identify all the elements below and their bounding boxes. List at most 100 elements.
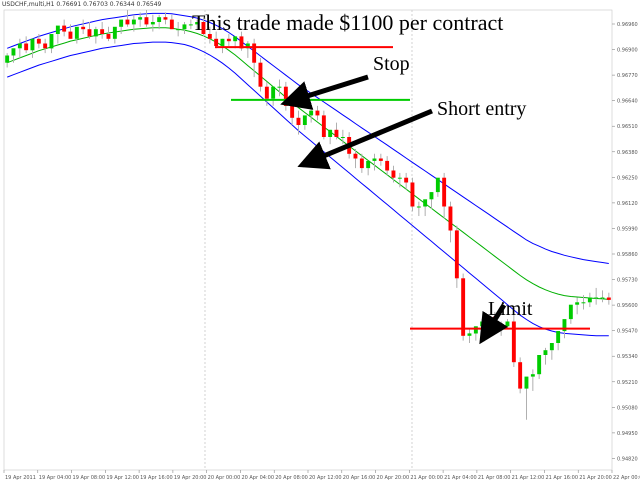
candle-body <box>169 19 174 30</box>
price-tick-label: 0.95210 <box>617 380 638 386</box>
time-tick-label: 22 Apr 00:00 <box>613 475 640 481</box>
price-tick-label: 0.95990 <box>617 226 638 232</box>
price-tick-label: 0.95470 <box>617 329 638 335</box>
candle-body <box>530 374 535 377</box>
candle-body <box>473 326 478 334</box>
candle-body <box>480 321 485 327</box>
candle-body <box>195 22 200 25</box>
time-tick-label: 20 Apr 20:00 <box>377 475 410 481</box>
candle-body <box>245 43 250 49</box>
short-entry-arrow <box>297 108 433 170</box>
candle-body <box>334 129 339 137</box>
chart-title: This trade made $1100 per contract <box>192 10 503 35</box>
candle-body <box>252 43 257 63</box>
price-tick-label: 0.95340 <box>617 354 638 360</box>
price-tick-label: 0.96770 <box>617 73 638 79</box>
candle-body <box>93 29 98 37</box>
price-tick-label: 0.96250 <box>617 175 638 181</box>
candle-body <box>416 206 421 208</box>
candle-body <box>112 26 117 39</box>
candle-body <box>271 86 276 99</box>
candle-body <box>397 177 402 179</box>
candle-body <box>62 25 67 32</box>
stop-arrow <box>280 74 369 110</box>
candle-body <box>55 25 60 34</box>
candle-body <box>600 297 605 299</box>
time-tick-label: 21 Apr 16:00 <box>545 475 578 481</box>
candle-body <box>182 24 187 30</box>
limit-arrow <box>479 303 509 345</box>
price-tick-label: 0.95080 <box>617 405 638 411</box>
time-tick-label: 19 Apr 20:00 <box>174 475 207 481</box>
limit-annotation: Limit <box>488 298 533 320</box>
time-tick-label: 19 Apr 04:00 <box>39 475 72 481</box>
candle-body <box>328 129 333 137</box>
time-tick-label: 20 Apr 08:00 <box>275 475 308 481</box>
candle-body <box>442 177 447 207</box>
candle-body <box>353 153 358 159</box>
price-tick-label: 0.94820 <box>617 456 638 462</box>
candle-body <box>119 19 124 27</box>
price-tick-label: 0.96120 <box>617 201 638 207</box>
candle-body <box>378 158 383 161</box>
candle-body <box>150 22 155 25</box>
candle-body <box>594 297 599 299</box>
candle-body <box>290 105 295 118</box>
candle-body <box>524 376 529 389</box>
price-tick-label: 0.96640 <box>617 99 638 105</box>
candle-body <box>505 321 510 327</box>
symbol-info: USDCHF,multi,H1 0.76691 0.76703 0.76344 … <box>2 1 162 8</box>
price-tick-label: 0.95600 <box>617 303 638 309</box>
candle-body <box>49 34 54 49</box>
candle-body <box>581 302 586 304</box>
time-tick-label: 20 Apr 00:00 <box>208 475 241 481</box>
candle-body <box>309 110 314 116</box>
candle-body <box>404 177 409 183</box>
candle-body <box>188 24 193 26</box>
candle-body <box>549 343 554 351</box>
candle-body <box>372 158 377 161</box>
short-entry-annotation: Short entry <box>437 98 526 120</box>
candle-body <box>467 333 472 336</box>
candle-body <box>429 192 434 200</box>
candle-body <box>74 26 79 39</box>
candle-body <box>556 331 561 343</box>
candle-body <box>43 43 48 49</box>
time-tick-label: 21 Apr 20:00 <box>579 475 612 481</box>
candle-body <box>11 48 16 56</box>
candle-body <box>461 278 466 336</box>
candle-body <box>5 55 10 63</box>
plot-frame <box>3 9 613 471</box>
candle-body <box>138 17 143 20</box>
candle-body <box>410 182 415 207</box>
price-tick-label: 0.96380 <box>617 150 638 156</box>
candle-body <box>24 43 29 51</box>
candle-body <box>239 36 244 49</box>
candle-body <box>100 29 105 34</box>
candle-body <box>144 17 149 25</box>
candle-body <box>543 350 548 355</box>
band-middle-line <box>7 27 609 300</box>
candle-body <box>214 38 219 46</box>
candle-body <box>366 160 371 169</box>
candle-body <box>435 177 440 193</box>
candle-body <box>518 362 523 389</box>
price-tick-label: 0.95730 <box>617 278 638 284</box>
candle-body <box>448 206 453 231</box>
candle-body <box>226 38 231 42</box>
candle-body <box>176 29 181 31</box>
candle-body <box>233 36 238 42</box>
time-tick-label: 21 Apr 00:00 <box>410 475 443 481</box>
candle-body <box>131 19 136 25</box>
candle-body <box>258 62 263 87</box>
candle-body <box>157 17 162 22</box>
time-tick-label: 20 Apr 04:00 <box>241 475 274 481</box>
candle-body <box>606 297 611 300</box>
candle-body <box>575 302 580 305</box>
candle-body <box>454 230 459 279</box>
candle-body <box>511 321 516 363</box>
price-tick-label: 0.94950 <box>617 431 638 437</box>
candle-body <box>17 43 22 49</box>
time-tick-label: 19 Apr 16:00 <box>140 475 173 481</box>
